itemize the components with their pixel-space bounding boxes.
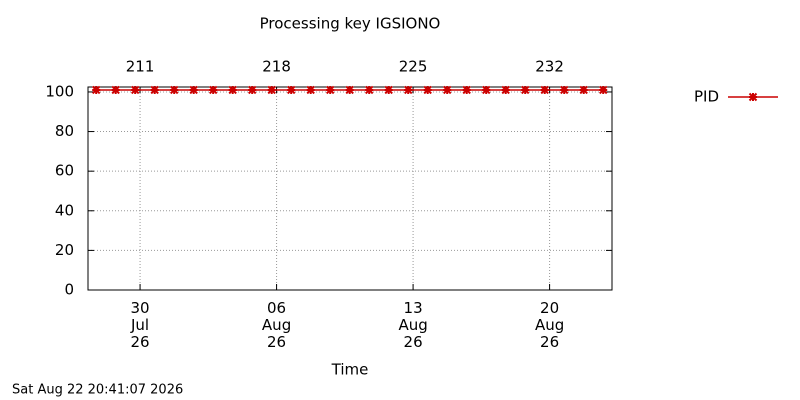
y-tick-label: 80: [55, 122, 74, 140]
data-point: [423, 85, 432, 95]
data-point: [521, 85, 530, 95]
data-point: [540, 85, 549, 95]
data-point: [579, 85, 588, 95]
x2-tick-label: 211: [126, 58, 155, 76]
x-tick-label: 06 Aug 26: [262, 299, 291, 351]
x2-tick-label: 232: [535, 58, 564, 76]
data-point: [189, 85, 198, 95]
data-point: [91, 85, 101, 95]
data-point: [482, 85, 491, 95]
legend-label: PID: [694, 88, 719, 106]
data-point: [306, 85, 315, 95]
data-point: [111, 85, 120, 95]
x-axis-label: Time: [331, 361, 369, 379]
chart-title: Processing key IGSIONO: [260, 15, 441, 33]
data-point: [267, 85, 276, 95]
data-point: [404, 85, 413, 95]
data-point: [286, 85, 296, 95]
data-point: [228, 85, 237, 95]
footer: Sat Aug 22 20:41:07 2026: [12, 383, 183, 398]
data-point: [560, 85, 569, 95]
data-point: [365, 85, 374, 95]
y-tick-label: 60: [55, 162, 74, 180]
data-point: [169, 85, 179, 95]
data-point: [150, 85, 159, 95]
x-tick-label: 13 Aug 26: [398, 299, 427, 351]
data-point: [748, 92, 758, 102]
y-tick-label: 0: [64, 281, 74, 299]
x-tick-label: 30 Jul 26: [130, 299, 150, 351]
x2-tick-label: 218: [262, 58, 291, 76]
data-point: [345, 85, 354, 95]
data-point: [443, 85, 452, 95]
data-point: [208, 85, 218, 95]
data-point: [325, 85, 335, 95]
data-point: [599, 85, 608, 95]
x2-tick-label: 225: [399, 58, 428, 76]
data-point: [462, 85, 471, 95]
y-tick-label: 100: [45, 82, 74, 100]
plot-frame: [87, 86, 613, 291]
y-tick-label: 20: [55, 241, 74, 259]
data-point: [130, 85, 140, 95]
x-tick-label: 20 Aug 26: [535, 299, 564, 351]
data-point: [384, 85, 393, 95]
data-point: [247, 85, 257, 95]
data-point: [501, 85, 510, 95]
y-tick-label: 40: [55, 201, 74, 219]
